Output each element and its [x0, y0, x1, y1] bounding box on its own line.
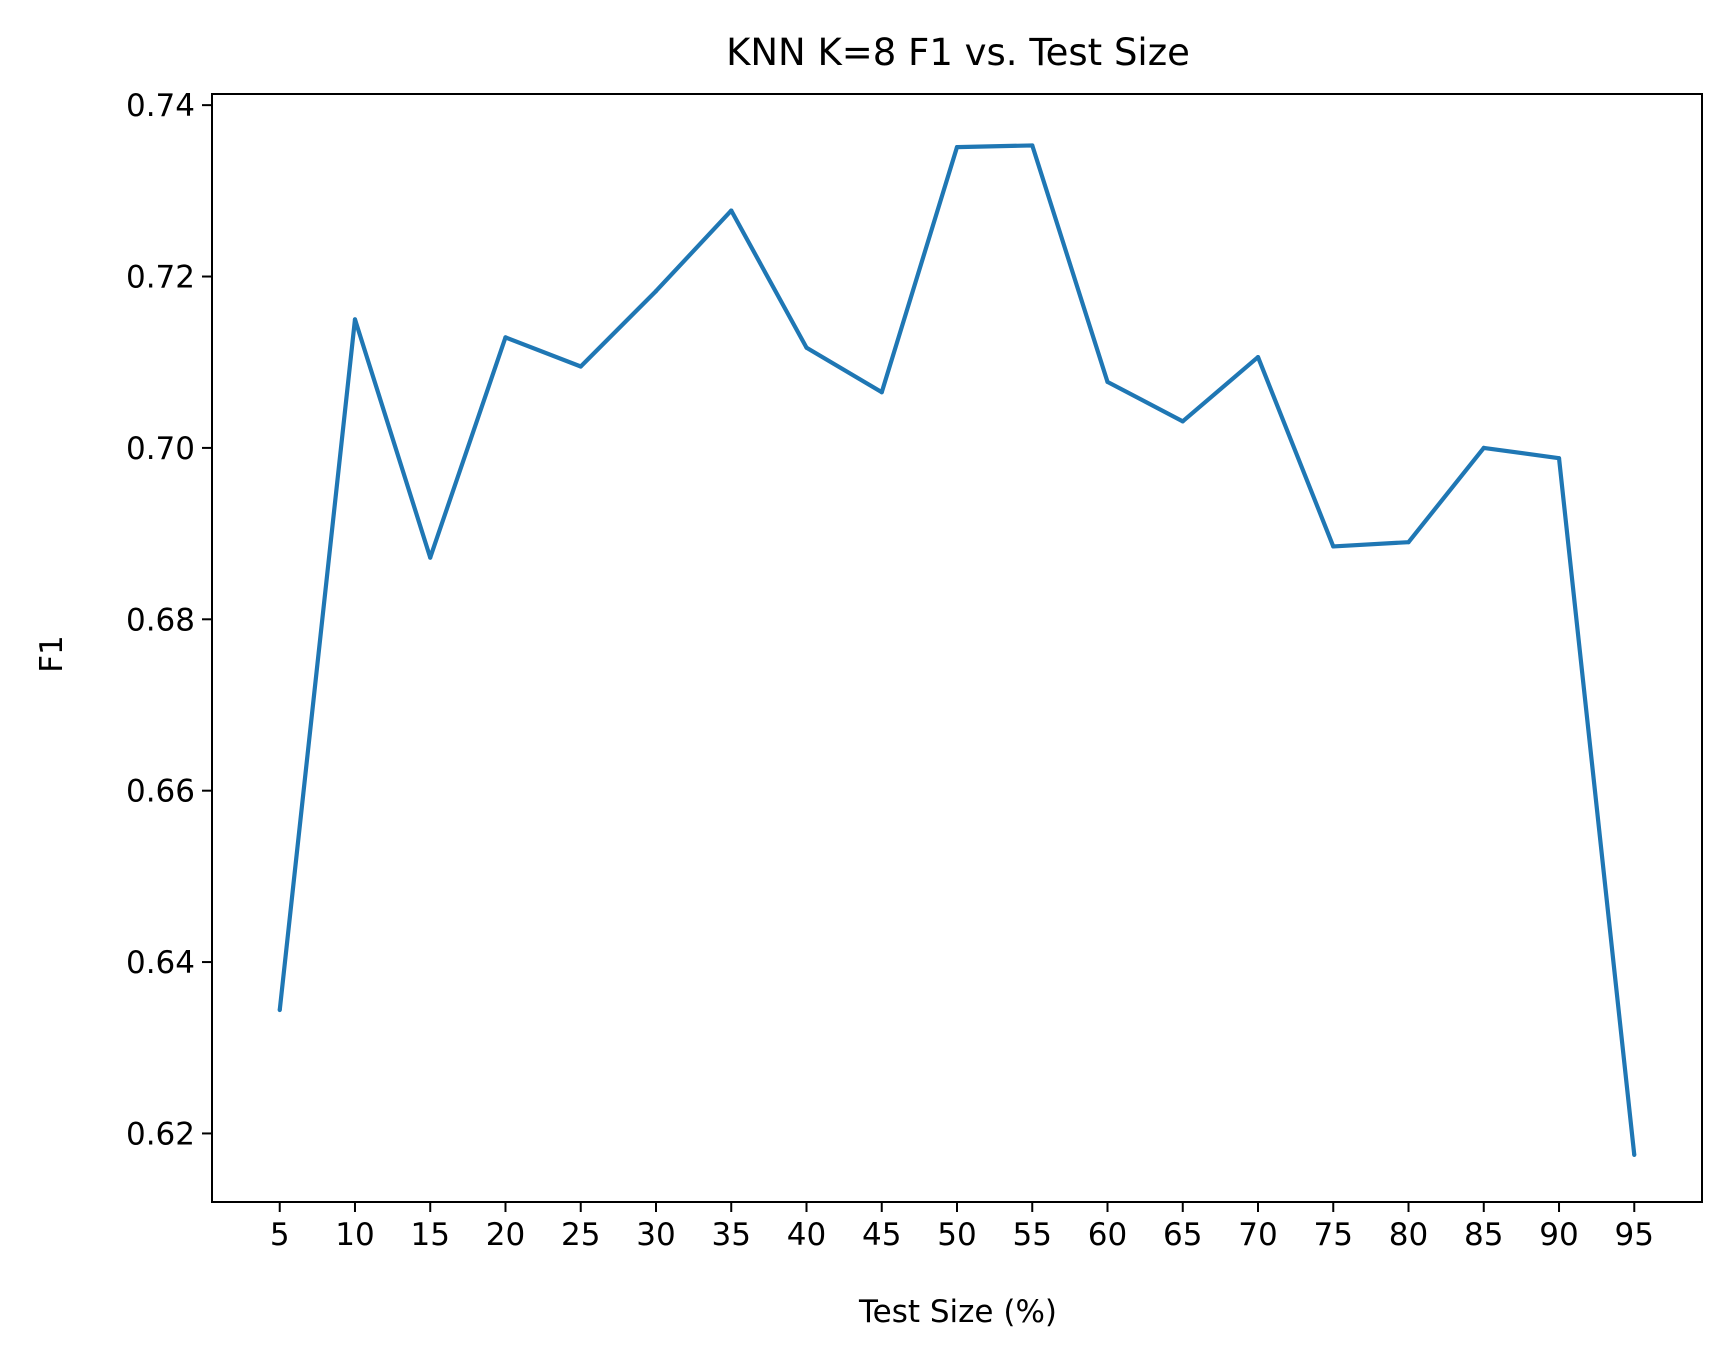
x-tick-label: 65 — [1163, 1217, 1202, 1253]
data-point — [428, 555, 433, 560]
x-tick-label: 40 — [787, 1217, 826, 1253]
data-point — [1406, 540, 1411, 545]
y-axis-title: F1 — [34, 635, 70, 673]
data-point — [503, 335, 508, 340]
x-tick-label: 70 — [1238, 1217, 1277, 1253]
y-tick-label: 0.62 — [126, 1116, 195, 1152]
y-tick-label: 0.66 — [126, 774, 195, 810]
x-tick-label: 90 — [1539, 1217, 1578, 1253]
data-point — [1180, 419, 1185, 424]
y-tick-label: 0.64 — [126, 945, 195, 981]
data-point — [578, 364, 583, 369]
data-point — [1105, 379, 1110, 385]
y-tick-label: 0.70 — [126, 431, 195, 467]
data-point — [1255, 354, 1261, 360]
x-tick-label: 20 — [486, 1217, 525, 1253]
x-tick-label: 5 — [270, 1217, 290, 1253]
x-tick-label: 25 — [561, 1217, 600, 1253]
x-tick-label: 45 — [862, 1217, 901, 1253]
data-point — [729, 208, 734, 213]
x-tick-label: 50 — [937, 1217, 976, 1253]
y-axis: 0.62 0.64 0.66 0.68 0.70 0.72 0.74 — [126, 88, 212, 1152]
x-tick-label: 35 — [712, 1217, 751, 1253]
data-point — [1632, 1152, 1637, 1157]
data-point — [1030, 143, 1035, 148]
x-tick-label: 80 — [1389, 1217, 1428, 1253]
y-tick-label: 0.68 — [126, 602, 195, 638]
data-point — [879, 390, 884, 395]
x-tick-label: 95 — [1615, 1217, 1654, 1253]
data-point — [277, 1007, 282, 1013]
x-tick-label: 10 — [335, 1217, 374, 1253]
x-tick-label: 55 — [1013, 1217, 1052, 1253]
data-point — [1331, 544, 1336, 549]
data-point — [954, 145, 960, 150]
x-tick-label: 75 — [1314, 1217, 1353, 1253]
x-tick-label: 15 — [411, 1217, 450, 1253]
data-point — [1556, 456, 1562, 461]
data-point — [804, 345, 809, 350]
x-tick-label: 85 — [1464, 1217, 1503, 1253]
data-point — [352, 317, 358, 322]
y-tick-label: 0.74 — [126, 88, 195, 124]
x-axis: 5 10 15 20 25 30 35 40 45 50 55 60 65 70 75 80 85 90 95 — [270, 1202, 1654, 1253]
chart-title: KNN K=8 F1 vs. Test Size — [726, 31, 1190, 74]
data-point — [1481, 445, 1486, 451]
y-tick-label: 0.72 — [126, 260, 195, 296]
x-tick-label: 60 — [1088, 1217, 1127, 1253]
x-axis-title: Test Size (%) — [858, 1294, 1057, 1330]
x-tick-label: 30 — [636, 1217, 675, 1253]
data-point — [653, 288, 659, 294]
